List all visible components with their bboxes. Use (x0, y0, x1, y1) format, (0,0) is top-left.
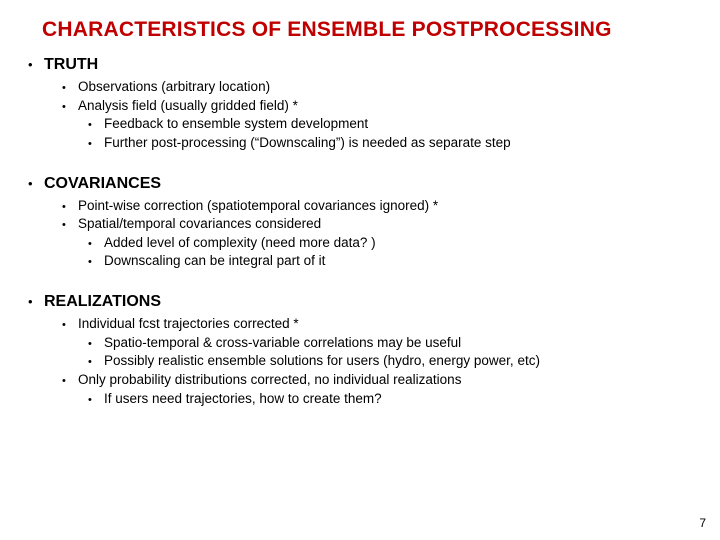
bullet-icon: • (28, 57, 44, 74)
item-text: Possibly realistic ensemble solutions fo… (104, 352, 540, 371)
item-text: Individual fcst trajectories corrected * (78, 315, 299, 334)
section-sublist: •Spatio-temporal & cross-variable correl… (88, 334, 692, 371)
bullet-icon: • (88, 237, 104, 252)
bullet-icon: • (88, 337, 104, 352)
bullet-icon: • (88, 393, 104, 408)
bullet-icon: • (28, 294, 44, 311)
bullet-icon: • (88, 118, 104, 133)
section-list: •Point-wise correction (spatiotemporal c… (62, 197, 692, 272)
bullet-icon: • (62, 218, 78, 233)
bullet-icon: • (62, 81, 78, 96)
bullet-icon: • (62, 318, 78, 333)
item-text: Feedback to ensemble system development (104, 115, 368, 134)
bullet-icon: • (88, 355, 104, 370)
bullet-icon: • (62, 374, 78, 389)
list-item: •Spatial/temporal covariances considered (62, 215, 692, 234)
item-text: Spatial/temporal covariances considered (78, 215, 321, 234)
item-text: Further post-processing (“Downscaling”) … (104, 134, 511, 153)
list-item: •Analysis field (usually gridded field) … (62, 97, 692, 116)
bullet-icon: • (62, 200, 78, 215)
list-item: •Spatio-temporal & cross-variable correl… (88, 334, 692, 353)
list-item: •Possibly realistic ensemble solutions f… (88, 352, 692, 371)
item-text: Added level of complexity (need more dat… (104, 234, 376, 253)
section-list: •Observations (arbitrary location) •Anal… (62, 78, 692, 153)
section-sublist: •Added level of complexity (need more da… (88, 234, 692, 271)
list-item: •Only probability distributions correcte… (62, 371, 692, 390)
bullet-icon: • (88, 255, 104, 270)
section-sublist: •If users need trajectories, how to crea… (88, 390, 692, 409)
slide-title: CHARACTERISTICS OF ENSEMBLE POSTPROCESSI… (42, 18, 692, 42)
section-sublist: •Feedback to ensemble system development… (88, 115, 692, 152)
list-item: •Further post-processing (“Downscaling”)… (88, 134, 692, 153)
section-head: REALIZATIONS (44, 293, 161, 311)
page-number: 7 (699, 516, 706, 530)
list-item: •Downscaling can be integral part of it (88, 252, 692, 271)
list-item: •Point-wise correction (spatiotemporal c… (62, 197, 692, 216)
item-text: Spatio-temporal & cross-variable correla… (104, 334, 461, 353)
section-covariances: • COVARIANCES •Point-wise correction (sp… (28, 175, 692, 272)
item-text: Analysis field (usually gridded field) * (78, 97, 298, 116)
section-head-row: • COVARIANCES (28, 175, 692, 193)
section-truth: • TRUTH •Observations (arbitrary locatio… (28, 56, 692, 153)
list-item: •Observations (arbitrary location) (62, 78, 692, 97)
bullet-icon: • (62, 100, 78, 115)
item-text: Point-wise correction (spatiotemporal co… (78, 197, 438, 216)
section-list: •Individual fcst trajectories corrected … (62, 315, 692, 408)
section-head-row: • TRUTH (28, 56, 692, 74)
list-item: •If users need trajectories, how to crea… (88, 390, 692, 409)
section-head: TRUTH (44, 56, 98, 74)
list-item: •Feedback to ensemble system development (88, 115, 692, 134)
item-text: Observations (arbitrary location) (78, 78, 270, 97)
section-head: COVARIANCES (44, 175, 161, 193)
bullet-icon: • (28, 176, 44, 193)
item-text: If users need trajectories, how to creat… (104, 390, 382, 409)
section-head-row: • REALIZATIONS (28, 293, 692, 311)
slide: CHARACTERISTICS OF ENSEMBLE POSTPROCESSI… (0, 0, 720, 540)
item-text: Downscaling can be integral part of it (104, 252, 325, 271)
item-text: Only probability distributions corrected… (78, 371, 461, 390)
list-item: •Individual fcst trajectories corrected … (62, 315, 692, 334)
section-realizations: • REALIZATIONS •Individual fcst trajecto… (28, 293, 692, 408)
list-item: •Added level of complexity (need more da… (88, 234, 692, 253)
bullet-icon: • (88, 137, 104, 152)
